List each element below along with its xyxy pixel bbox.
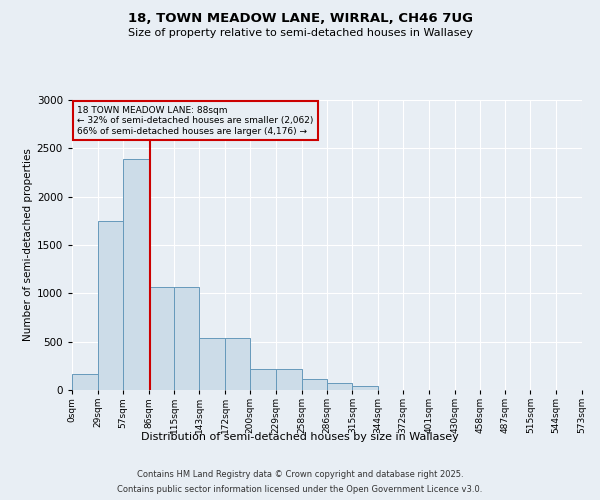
Bar	[302, 379, 326, 390]
Bar	[326, 383, 352, 390]
Bar	[250, 368, 276, 390]
Text: Contains public sector information licensed under the Open Government Licence v3: Contains public sector information licen…	[118, 485, 482, 494]
Bar	[175, 286, 199, 390]
Bar	[72, 374, 98, 390]
Bar	[149, 286, 175, 390]
Text: Contains HM Land Registry data © Crown copyright and database right 2025.: Contains HM Land Registry data © Crown c…	[137, 470, 463, 479]
Y-axis label: Number of semi-detached properties: Number of semi-detached properties	[23, 148, 32, 342]
Text: 18, TOWN MEADOW LANE, WIRRAL, CH46 7UG: 18, TOWN MEADOW LANE, WIRRAL, CH46 7UG	[128, 12, 473, 26]
Text: Size of property relative to semi-detached houses in Wallasey: Size of property relative to semi-detach…	[128, 28, 473, 38]
Bar	[123, 159, 149, 390]
Text: 18 TOWN MEADOW LANE: 88sqm
← 32% of semi-detached houses are smaller (2,062)
66%: 18 TOWN MEADOW LANE: 88sqm ← 32% of semi…	[77, 106, 313, 136]
Bar	[98, 221, 123, 390]
Bar	[199, 338, 225, 390]
Text: Distribution of semi-detached houses by size in Wallasey: Distribution of semi-detached houses by …	[141, 432, 459, 442]
Bar	[276, 368, 302, 390]
Bar	[352, 386, 378, 390]
Bar	[225, 338, 250, 390]
